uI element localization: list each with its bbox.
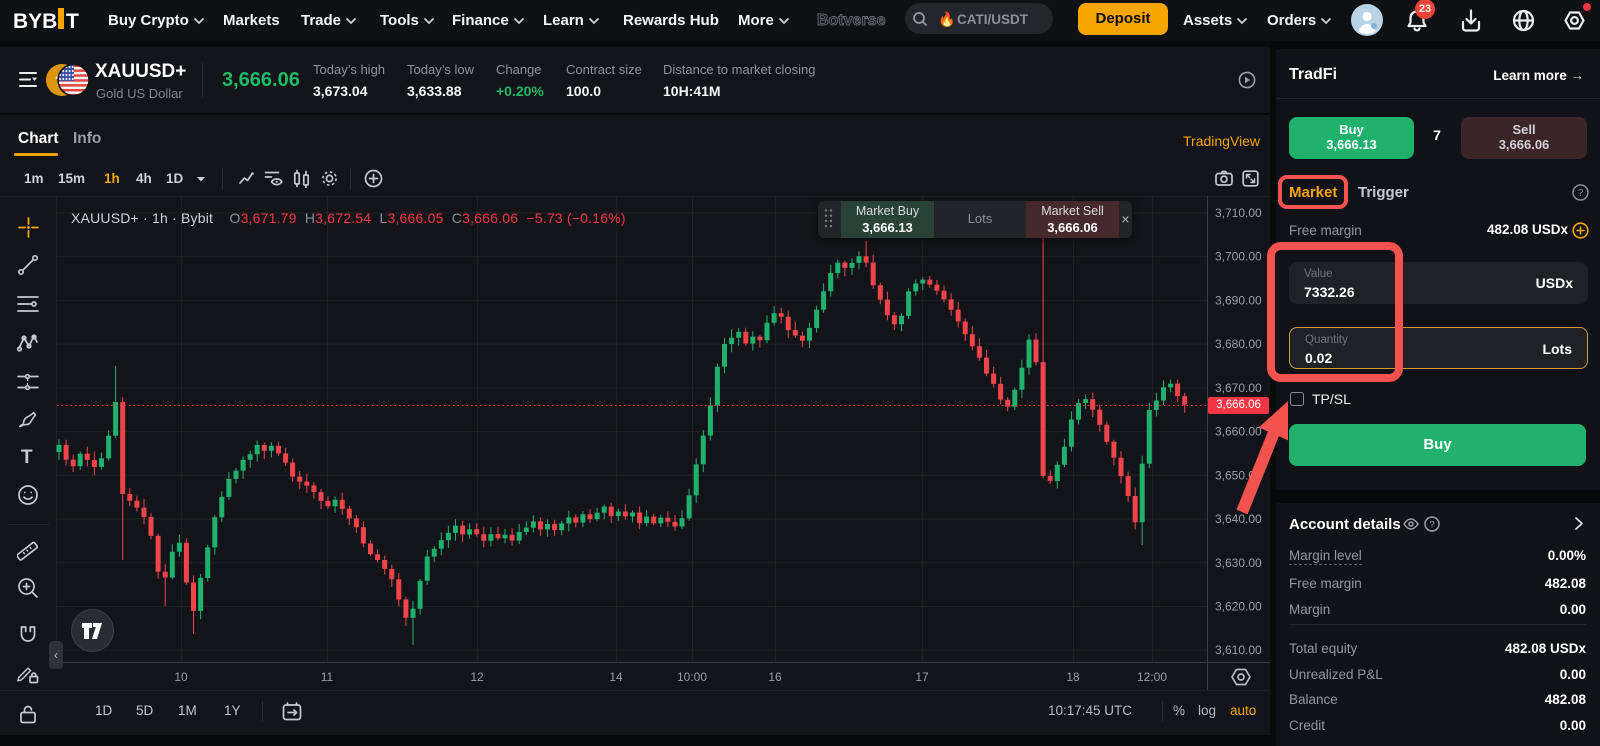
svg-text:16: 16	[768, 670, 782, 684]
svg-text:3,620.00: 3,620.00	[1215, 600, 1262, 614]
svg-text:3,710.00: 3,710.00	[1215, 206, 1262, 220]
svg-text:?: ?	[1578, 188, 1584, 199]
svg-text:3,640.00: 3,640.00	[1215, 512, 1262, 526]
svg-text:3,680.00: 3,680.00	[1215, 337, 1262, 351]
svg-text:3,630.00: 3,630.00	[1215, 556, 1262, 570]
svg-text:17: 17	[915, 670, 929, 684]
svg-text:?: ?	[1429, 519, 1434, 530]
svg-text:12: 12	[470, 670, 484, 684]
svg-text:3,670.00: 3,670.00	[1215, 381, 1262, 395]
svg-text:11: 11	[321, 670, 334, 684]
svg-text:14: 14	[609, 670, 623, 684]
svg-text:3,700.00: 3,700.00	[1215, 250, 1262, 264]
svg-text:18: 18	[1066, 670, 1080, 684]
svg-text:10:00: 10:00	[677, 670, 707, 684]
svg-text:3,610.00: 3,610.00	[1215, 643, 1262, 657]
svg-text:12:00: 12:00	[1137, 670, 1167, 684]
svg-text:10: 10	[174, 670, 188, 684]
svg-text:3,660.00: 3,660.00	[1215, 425, 1262, 439]
svg-text:3,690.00: 3,690.00	[1215, 293, 1262, 307]
